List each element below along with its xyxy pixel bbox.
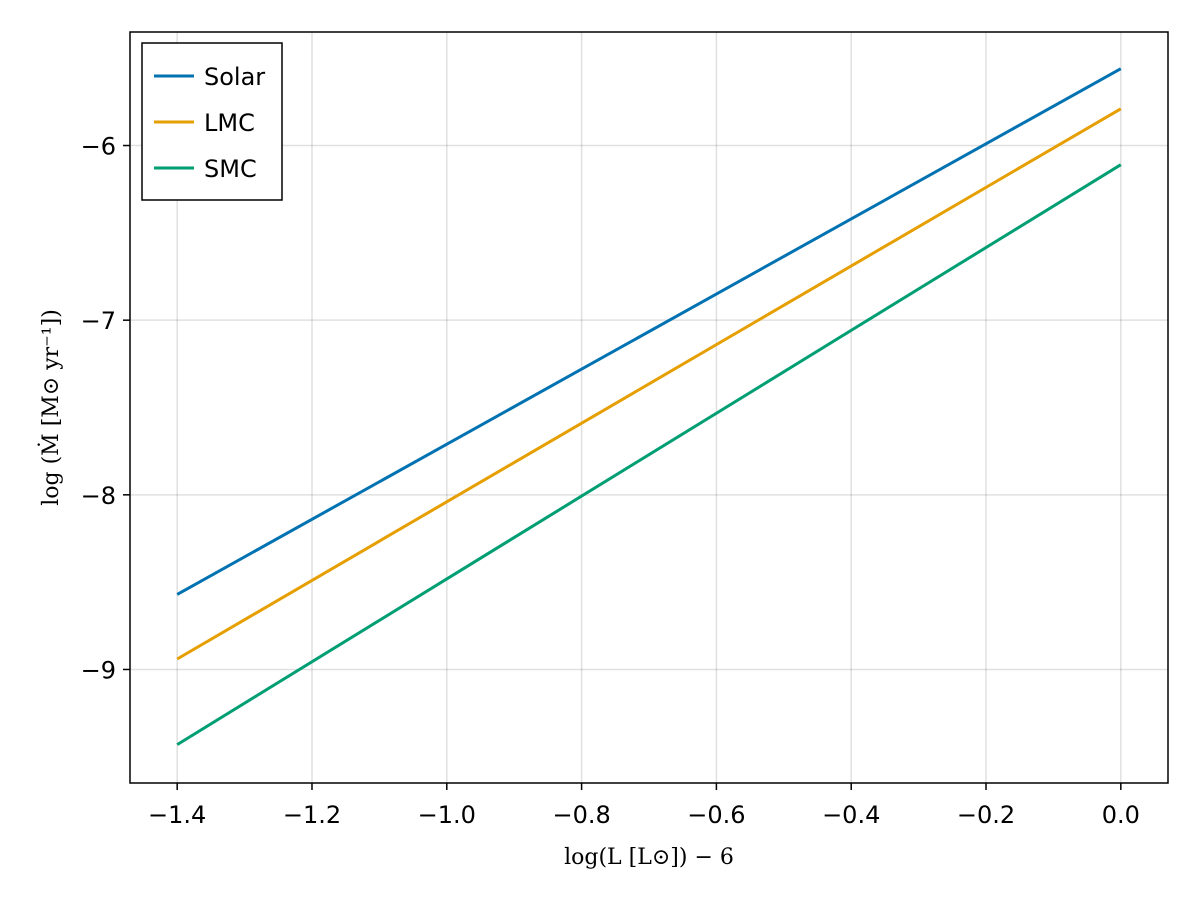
legend-label-lmc: LMC — [204, 109, 255, 137]
x-tick-label: −1.4 — [148, 801, 206, 829]
x-tick-label: −0.4 — [822, 801, 880, 829]
series-lines — [176, 67, 1122, 746]
x-tick-label: −1.2 — [283, 801, 341, 829]
y-tick-label: −9 — [81, 656, 116, 684]
x-tick-label: −1.0 — [418, 801, 476, 829]
series-line-solar — [176, 67, 1122, 596]
y-tick-label: −7 — [81, 307, 116, 335]
axis-ticks: −1.4 −1.2 −1.0 −0.8 −0.6 −0.4 −0.2 0.0 −9 −8 −7 −6 — [81, 133, 1140, 829]
grid — [130, 32, 1168, 783]
x-axis-title: log(L [L⊙]) − 6 — [564, 845, 734, 870]
series-line-smc — [176, 163, 1122, 746]
legend-label-solar: Solar — [204, 63, 265, 91]
legend-label-smc: SMC — [204, 155, 257, 183]
x-tick-label: −0.6 — [687, 801, 745, 829]
series-line-lmc — [176, 107, 1122, 661]
y-tick-label: −8 — [81, 482, 116, 510]
x-tick-label: −0.8 — [552, 801, 610, 829]
x-tick-label: −0.2 — [957, 801, 1015, 829]
y-axis-title: log (Ṁ [M⊙ yr⁻¹]) — [37, 309, 64, 506]
plot-frame — [129, 31, 1169, 784]
y-tick-label: −6 — [81, 133, 116, 161]
x-tick-label: 0.0 — [1102, 801, 1140, 829]
legend: Solar LMC SMC — [141, 42, 283, 201]
